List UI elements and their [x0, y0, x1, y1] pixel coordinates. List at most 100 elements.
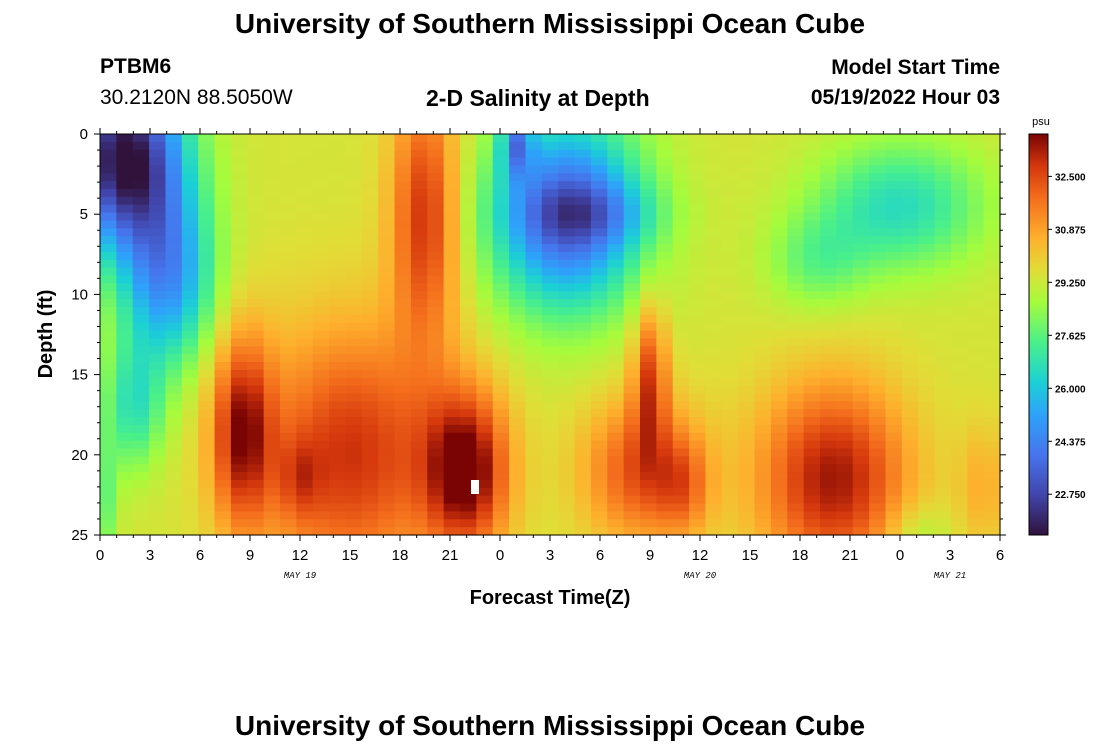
- heatmap-cell: [378, 220, 396, 229]
- heatmap-cell: [885, 259, 903, 269]
- heatmap-cell: [901, 346, 919, 355]
- heatmap-cell: [230, 267, 248, 277]
- heatmap-cell: [165, 157, 183, 167]
- heatmap-cell: [852, 511, 870, 520]
- heatmap-cell: [460, 487, 477, 497]
- heatmap-cell: [901, 283, 919, 292]
- heatmap-cell: [280, 189, 297, 198]
- heatmap-cell: [967, 519, 985, 528]
- heatmap-cell: [492, 432, 510, 442]
- heatmap-cell: [836, 330, 854, 340]
- heatmap-cell: [738, 267, 756, 277]
- heatmap-cell: [918, 196, 936, 206]
- heatmap-cell: [918, 377, 936, 387]
- heatmap-cell: [558, 464, 576, 473]
- heatmap-cell: [967, 204, 985, 214]
- heatmap-cell: [623, 409, 641, 418]
- heatmap-cell: [263, 236, 281, 245]
- heatmap-cell: [525, 173, 543, 182]
- heatmap-cell: [509, 346, 527, 355]
- heatmap-cell: [427, 165, 445, 174]
- heatmap-cell: [721, 212, 739, 222]
- heatmap-cell: [574, 401, 592, 410]
- heatmap-cell: [836, 259, 854, 269]
- heatmap-cell: [443, 157, 461, 167]
- heatmap-cell: [476, 472, 494, 481]
- heatmap-cell: [460, 267, 477, 277]
- heatmap-cell: [803, 377, 821, 387]
- heatmap-cell: [443, 283, 461, 292]
- heatmap-cell: [656, 220, 674, 229]
- heatmap-cell: [263, 212, 281, 222]
- heatmap-cell: [378, 306, 396, 316]
- heatmap-cell: [918, 464, 936, 473]
- heatmap-cell: [443, 306, 461, 316]
- heatmap-cell: [443, 299, 461, 308]
- heatmap-cell: [689, 275, 707, 284]
- heatmap-cell: [721, 299, 739, 308]
- heatmap-cell: [100, 527, 117, 536]
- heatmap-cell: [934, 346, 952, 355]
- heatmap-cell: [247, 409, 265, 418]
- heatmap-cell: [230, 283, 248, 292]
- heatmap-cell: [901, 377, 919, 387]
- heatmap-cell: [967, 212, 985, 222]
- heatmap-cell: [672, 251, 690, 261]
- heatmap-cell: [885, 189, 903, 198]
- heatmap-cell: [361, 291, 379, 300]
- heatmap-cell: [901, 330, 919, 340]
- colorbar-tick-label: 22.750: [1055, 490, 1086, 501]
- heatmap-cell: [640, 291, 657, 300]
- heatmap-cell: [476, 417, 494, 426]
- heatmap-cell: [705, 322, 723, 332]
- heatmap-cell: [967, 220, 985, 229]
- heatmap-cell: [950, 275, 968, 284]
- heatmap-cell: [574, 181, 592, 190]
- heatmap-cell: [983, 495, 1001, 505]
- heatmap-cell: [541, 472, 559, 481]
- heatmap-cell: [656, 511, 674, 520]
- heatmap-cell: [721, 417, 739, 426]
- heatmap-cell: [590, 291, 608, 300]
- x-tick-label: 15: [342, 547, 359, 564]
- heatmap-cell: [607, 141, 625, 151]
- heatmap-cell: [607, 173, 625, 182]
- heatmap-cell: [165, 220, 183, 229]
- heatmap-cell: [116, 196, 134, 206]
- heatmap-cell: [918, 314, 936, 324]
- heatmap-cell: [263, 401, 281, 410]
- heatmap-cell: [230, 338, 248, 347]
- heatmap-cell: [705, 385, 723, 395]
- heatmap-cell: [247, 346, 265, 355]
- heatmap-cell: [427, 495, 445, 505]
- heatmap-cell: [280, 173, 297, 182]
- heatmap-cell: [623, 267, 641, 277]
- heatmap-cell: [394, 393, 412, 402]
- heatmap-cell: [345, 299, 363, 308]
- heatmap-cell: [836, 149, 854, 159]
- heatmap-cell: [852, 409, 870, 418]
- heatmap-cell: [181, 204, 199, 214]
- x-tick-label: 6: [596, 547, 604, 564]
- heatmap-cell: [738, 527, 756, 536]
- heatmap-cell: [296, 314, 314, 324]
- heatmap-cell: [754, 165, 772, 174]
- heatmap-cell: [672, 314, 690, 324]
- heatmap-cell: [312, 487, 330, 497]
- heatmap-cell: [230, 448, 248, 457]
- heatmap-cell: [820, 448, 837, 457]
- heatmap-cell: [541, 299, 559, 308]
- heatmap-cell: [623, 330, 641, 340]
- heatmap-cell: [492, 259, 510, 269]
- heatmap-cell: [590, 267, 608, 277]
- heatmap-cell: [967, 456, 985, 465]
- heatmap-cell: [149, 157, 167, 167]
- heatmap-cell: [214, 322, 232, 332]
- heatmap-cell: [345, 472, 363, 481]
- heatmap-cell: [410, 479, 428, 489]
- heatmap-cell: [721, 432, 739, 442]
- heatmap-cell: [247, 369, 265, 379]
- heatmap-cell: [214, 267, 232, 277]
- heatmap-cell: [852, 181, 870, 190]
- heatmap-cell: [460, 495, 477, 505]
